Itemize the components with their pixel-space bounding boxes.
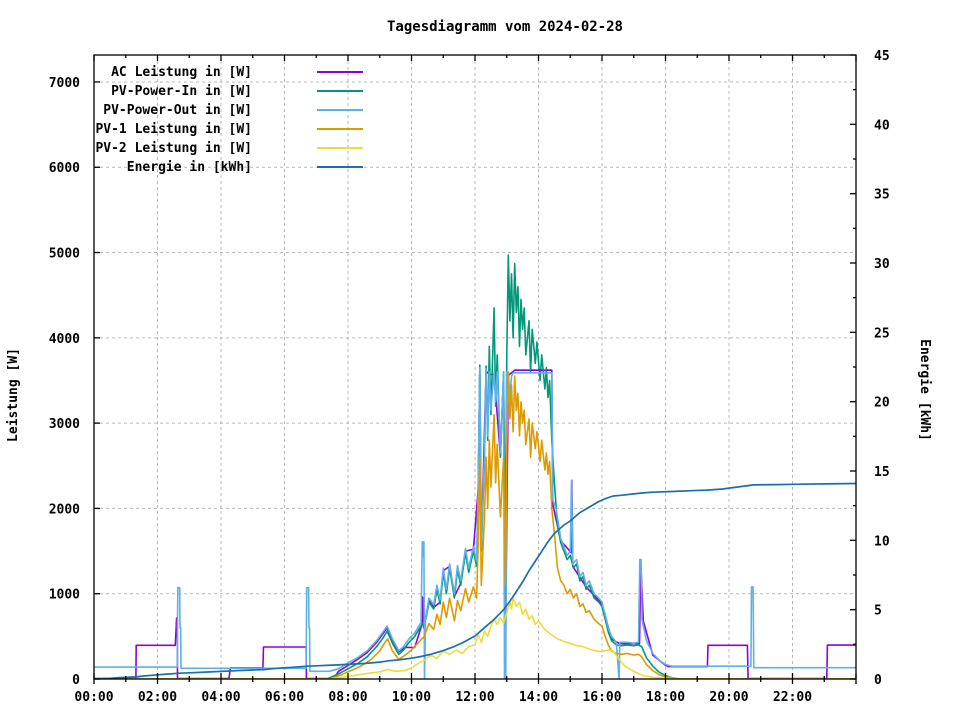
x-tick-label: 02:00 bbox=[138, 690, 177, 705]
y-left-tick-label: 2000 bbox=[49, 502, 80, 517]
y-right-tick-label: 15 bbox=[874, 465, 890, 480]
x-tick-label: 10:00 bbox=[392, 690, 431, 705]
legend bbox=[317, 71, 363, 168]
y-left-tick-label: 4000 bbox=[49, 332, 80, 347]
y-left-tick-label: 5000 bbox=[49, 247, 80, 262]
y-right-tick-label: 5 bbox=[874, 604, 882, 619]
y-right-tick-label: 10 bbox=[874, 534, 890, 549]
y-right-tick-label: 35 bbox=[874, 188, 890, 203]
y-right-tick-label: 25 bbox=[874, 326, 890, 341]
axis-ticks bbox=[93, 54, 857, 684]
x-tick-label: 20:00 bbox=[709, 690, 748, 705]
y-left-tick-label: 3000 bbox=[49, 417, 80, 432]
legend-label: Energie in [kWh] bbox=[127, 160, 252, 175]
series-group bbox=[94, 254, 856, 679]
legend-label: PV-2 Leistung in [W] bbox=[95, 141, 252, 156]
x-tick-label: 06:00 bbox=[265, 690, 304, 705]
series-line-6 bbox=[94, 482, 856, 679]
y-left-tick-label: 1000 bbox=[49, 588, 80, 603]
legend-label: PV-Power-In in [W] bbox=[111, 84, 252, 99]
y-left-tick-label: 0 bbox=[72, 673, 80, 688]
series-line-4 bbox=[94, 597, 856, 679]
y-left-axis-label: Leistung [W] bbox=[6, 348, 21, 442]
x-tick-label: 04:00 bbox=[201, 690, 240, 705]
chart-title: Tagesdiagramm vom 2024-02-28 bbox=[387, 19, 623, 35]
legend-label: PV-1 Leistung in [W] bbox=[95, 122, 252, 137]
y-right-axis-label: Energie [kWh] bbox=[917, 339, 932, 441]
legend-label: PV-Power-Out in [W] bbox=[103, 103, 252, 118]
y-right-tick-label: 30 bbox=[874, 257, 890, 272]
x-tick-label: 22:00 bbox=[773, 690, 812, 705]
legend-label: AC Leistung in [W] bbox=[111, 65, 252, 80]
x-tick-label: 14:00 bbox=[519, 690, 558, 705]
x-tick-label: 16:00 bbox=[582, 690, 621, 705]
x-tick-label: 00:00 bbox=[74, 690, 113, 705]
y-left-tick-label: 6000 bbox=[49, 161, 80, 176]
y-right-tick-label: 45 bbox=[874, 49, 890, 64]
y-right-tick-label: 20 bbox=[874, 396, 890, 411]
x-tick-label: 18:00 bbox=[646, 690, 685, 705]
x-tick-label: 08:00 bbox=[328, 690, 367, 705]
x-tick-label: 12:00 bbox=[455, 690, 494, 705]
y-right-tick-label: 40 bbox=[874, 118, 890, 133]
series-line-3 bbox=[94, 371, 856, 679]
y-left-tick-label: 7000 bbox=[49, 76, 80, 91]
y-right-tick-label: 0 bbox=[874, 673, 882, 688]
